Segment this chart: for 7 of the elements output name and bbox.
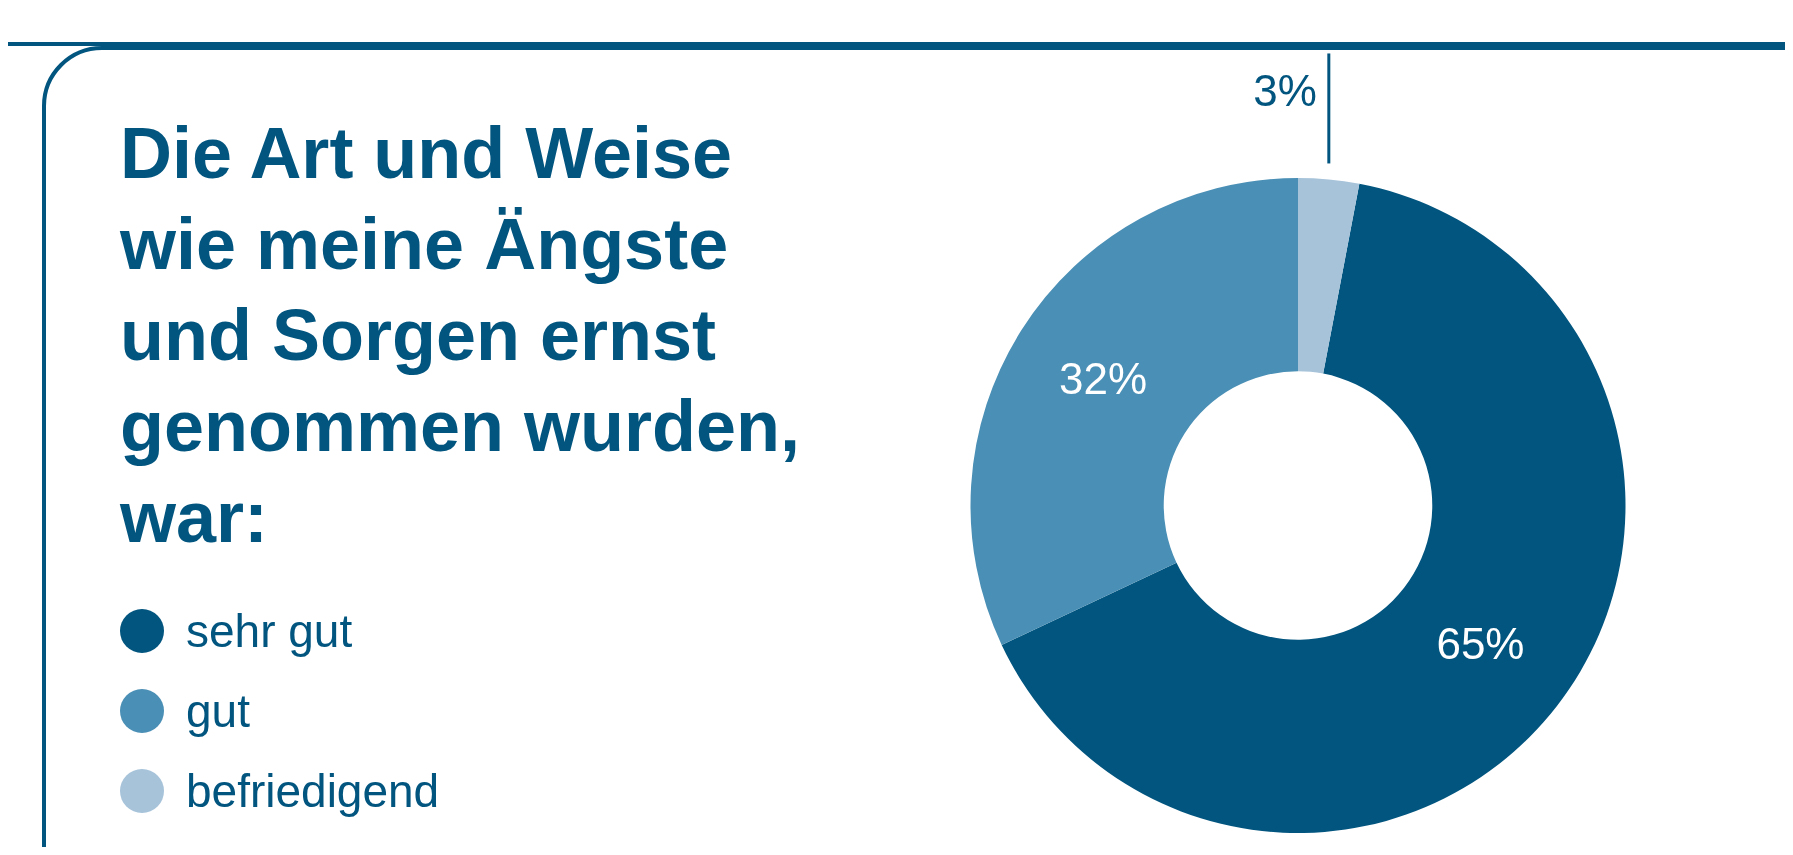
data-label: 3% bbox=[1253, 65, 1317, 115]
legend-label: sehr gut bbox=[186, 604, 353, 658]
text: Die Art und Weise wie meine Ängste und Sorgen ernst genommen wurden, war: bbox=[120, 112, 802, 559]
legend-label: gut bbox=[186, 684, 250, 738]
data-label: 32% bbox=[1059, 353, 1148, 403]
data-label: 65% bbox=[1436, 619, 1525, 669]
legend-label: befriedigend bbox=[186, 764, 440, 818]
